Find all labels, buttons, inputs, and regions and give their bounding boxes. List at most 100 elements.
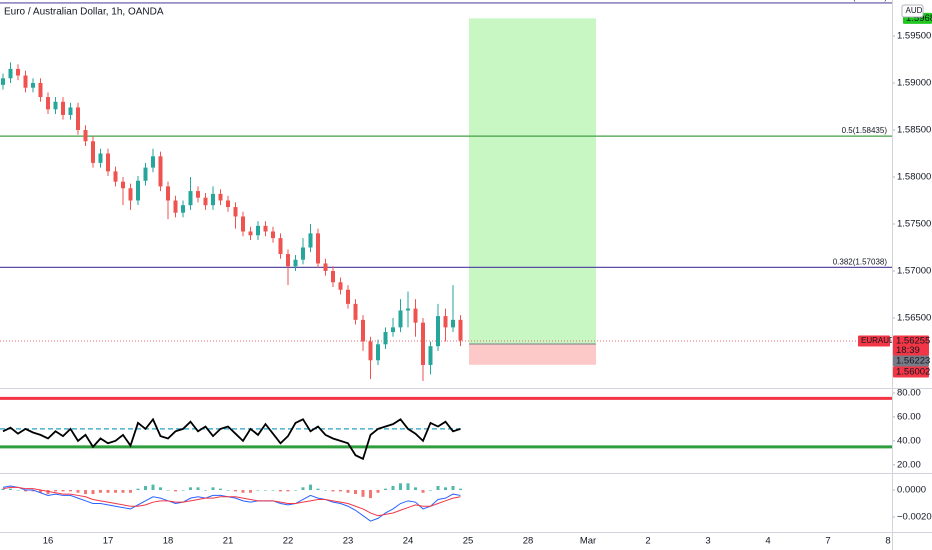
macd-histogram-bar (309, 484, 312, 491)
rsi-tick-label: 60.00 (897, 411, 921, 422)
macd-histogram-bar (31, 490, 35, 492)
x-tick-label: 22 (283, 536, 294, 547)
price-tick-label: 1.57000 (897, 265, 931, 276)
macd-histogram-bar (91, 490, 95, 495)
macd-histogram-bar (339, 490, 342, 492)
x-tick-label: 21 (223, 536, 234, 547)
chart-title: Euro / Australian Dollar, 1h, OANDA (4, 7, 164, 18)
fib-label: 0.5(1.58435) (842, 126, 888, 135)
macd-histogram-bar (451, 485, 455, 491)
fib-label: 0.382(1.57038) (833, 258, 888, 267)
candle-body (436, 316, 440, 347)
macd-histogram-bar (61, 490, 65, 492)
currency-label[interactable]: AUD (906, 6, 923, 15)
symbol-label: EURAUD (861, 336, 895, 345)
last-price-label-box (893, 335, 929, 347)
macd-histogram-bar (136, 488, 140, 491)
candle-body (16, 68, 20, 76)
macd-histogram-bar (226, 490, 230, 491)
macd-histogram-bar (121, 490, 125, 493)
candle-body (421, 322, 425, 365)
candle-body (61, 101, 65, 115)
macd-histogram-bar (391, 485, 395, 491)
candle-body (76, 107, 80, 130)
x-tick-label: 17 (103, 536, 114, 547)
x-tick-label: 2 (645, 536, 650, 547)
last-price-label: 1.56255 (896, 336, 930, 347)
candle-body (136, 180, 140, 201)
macd-histogram-bar (69, 490, 72, 492)
x-tick-label: 25 (463, 536, 474, 547)
candle-body (338, 282, 343, 290)
countdown-box (893, 345, 929, 356)
x-tick-label: 3 (705, 536, 710, 547)
loss-zone (469, 344, 596, 365)
macd-histogram-bar (346, 490, 350, 493)
x-tick-label: 18 (163, 536, 174, 547)
candle-body (188, 191, 193, 206)
candle-body (38, 82, 43, 98)
macd-line (2, 486, 461, 517)
candle-body (376, 344, 380, 361)
macd-histogram-bar (39, 490, 42, 493)
price-tick-label: 1.59000 (897, 78, 931, 89)
candle-body (83, 129, 88, 142)
candle-body (331, 270, 335, 283)
macd-histogram-bar (376, 490, 380, 493)
macd-tick-label: −0.0020 (897, 512, 932, 523)
currency-box[interactable] (901, 4, 924, 18)
candle-body (383, 332, 388, 345)
stop-label-box (893, 366, 929, 378)
candle-body (226, 200, 230, 208)
candle-body (113, 171, 118, 182)
x-tick-label: 4 (765, 536, 770, 547)
macd-histogram-bar (114, 490, 117, 493)
candle-body (278, 238, 283, 255)
macd-histogram-bar (46, 490, 50, 495)
price-tick-label: 1.58500 (897, 125, 931, 136)
rsi-tick-label: 80.00 (897, 388, 921, 399)
macd-histogram-bar (234, 490, 237, 492)
candle-body (196, 191, 200, 198)
macd-histogram-bar (354, 490, 357, 495)
price-tick-label: 1.57500 (897, 218, 931, 229)
candle-body (443, 316, 448, 328)
candle-body (158, 156, 163, 187)
macd-histogram-bar (1, 488, 5, 491)
candle-body (46, 97, 50, 110)
macd-histogram-bar (459, 488, 462, 491)
x-tick-label: 16 (43, 536, 54, 547)
x-tick-label: 8 (885, 536, 890, 547)
macd-histogram-bar (9, 488, 12, 491)
candle-body (218, 193, 223, 201)
macd-histogram-bar (16, 490, 20, 491)
macd-histogram-bar (436, 485, 440, 491)
candle-body (53, 101, 58, 110)
candle-body (406, 308, 410, 311)
macd-histogram-bar (166, 490, 170, 491)
macd-histogram-bar (84, 490, 87, 495)
macd-histogram-bar (106, 490, 110, 493)
candle-body (241, 216, 245, 232)
candle-body (233, 207, 238, 217)
macd-histogram-bar (286, 490, 290, 492)
macd-histogram-bar (249, 490, 252, 493)
candle-body (256, 225, 260, 236)
macd-histogram-bar (54, 490, 57, 492)
candle-body (428, 346, 433, 365)
macd-histogram-bar (204, 490, 207, 491)
candle-body (361, 319, 365, 342)
candle-body (166, 186, 170, 201)
stop-label: 1.56002 (896, 367, 930, 378)
macd-histogram-bar (181, 490, 185, 491)
candle-body (143, 167, 148, 181)
candle-body (31, 82, 35, 88)
macd-histogram-bar (159, 487, 162, 491)
macd-histogram-bar (151, 484, 155, 491)
fib-label: 0.618(1.59852) (833, 0, 888, 2)
macd-histogram-bar (211, 487, 215, 491)
